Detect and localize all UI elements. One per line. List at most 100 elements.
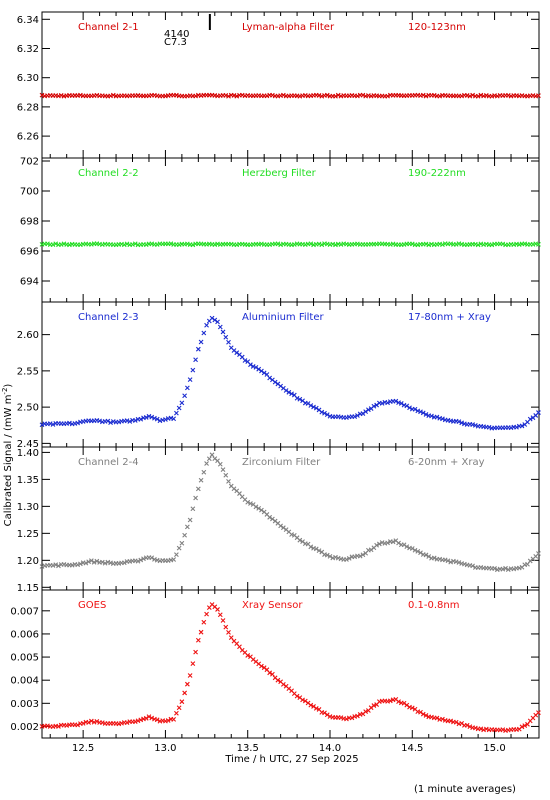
data-point — [45, 241, 50, 247]
data-point — [322, 710, 327, 716]
data-point — [349, 715, 355, 721]
data-point — [453, 719, 459, 725]
data-point — [431, 555, 437, 561]
data-point — [250, 364, 256, 369]
y-tick-label: 1.25 — [17, 529, 39, 540]
y-tick-label: 702 — [20, 157, 39, 168]
data-point — [215, 319, 220, 325]
data-point — [371, 403, 377, 409]
data-point — [67, 420, 72, 426]
data-point — [220, 618, 226, 623]
data-point — [217, 461, 223, 467]
data-point — [280, 525, 286, 531]
data-point — [149, 715, 155, 721]
y-tick-label: 2.60 — [17, 330, 39, 341]
data-point — [327, 553, 333, 559]
panel-band: 6-20nm + Xray — [408, 457, 485, 468]
data-point — [217, 612, 223, 618]
data-point — [387, 698, 393, 704]
data-point — [195, 486, 201, 492]
data-point — [234, 93, 240, 99]
data-point — [176, 545, 182, 551]
y-tick-label: 2.50 — [17, 403, 39, 414]
data-point — [187, 377, 193, 382]
data-point — [226, 93, 231, 99]
data-point — [536, 93, 541, 99]
data-point — [234, 350, 240, 356]
data-point — [503, 565, 508, 571]
data-point — [83, 560, 89, 566]
data-point — [505, 567, 511, 572]
data-point — [105, 418, 111, 424]
data-point — [217, 324, 223, 330]
data-point — [154, 416, 160, 422]
data-point — [204, 322, 209, 328]
data-point — [420, 92, 426, 98]
data-point — [423, 552, 429, 558]
panel-filter-name: Herzberg Filter — [242, 168, 317, 179]
data-point — [179, 540, 185, 546]
data-point — [267, 514, 273, 520]
data-point — [187, 517, 193, 523]
data-point — [193, 495, 198, 501]
data-point — [256, 506, 262, 511]
panel-channel-name: Channel 2-4 — [78, 457, 139, 468]
data-point — [176, 405, 182, 411]
data-point — [171, 416, 177, 422]
data-point — [50, 242, 56, 248]
data-point — [53, 241, 59, 247]
data-point — [198, 477, 204, 483]
data-point — [335, 92, 341, 98]
data-point — [176, 705, 182, 711]
data-point — [149, 555, 155, 561]
data-point — [426, 554, 432, 559]
data-point — [475, 242, 481, 248]
data-point — [360, 411, 366, 416]
data-point — [475, 93, 481, 99]
x-axis-label: Time / h UTC, 27 Sep 2025 — [224, 754, 358, 765]
data-point — [483, 726, 489, 732]
data-point — [223, 472, 229, 478]
data-point — [308, 241, 314, 247]
y-tick-label: 6.26 — [17, 132, 39, 143]
data-point — [198, 339, 204, 345]
data-point — [267, 375, 273, 381]
panel-channel-name: Channel 2-1 — [78, 22, 139, 33]
data-point — [289, 532, 294, 537]
data-point — [141, 556, 146, 562]
y-tick-label: 1.15 — [17, 583, 39, 594]
panel-band: 190-222nm — [408, 168, 466, 179]
data-point — [308, 544, 314, 550]
data-point — [313, 405, 319, 411]
data-point — [94, 558, 100, 564]
data-point — [135, 558, 141, 564]
data-point — [319, 409, 325, 415]
data-point — [56, 724, 61, 729]
data-point — [193, 357, 198, 363]
data-point — [519, 423, 525, 429]
x-tick-label: 15.0 — [483, 743, 505, 754]
data-point — [215, 458, 220, 464]
data-point — [132, 418, 138, 423]
x-tick-label: 13.5 — [237, 743, 259, 754]
data-point — [300, 697, 305, 703]
data-point — [182, 532, 188, 538]
data-point — [152, 415, 157, 421]
data-point — [39, 422, 45, 428]
data-point — [467, 724, 473, 729]
data-point — [47, 421, 53, 427]
data-point — [204, 611, 209, 617]
data-point — [86, 559, 92, 565]
data-point — [448, 718, 454, 724]
data-point — [324, 552, 330, 558]
data-point — [220, 467, 226, 473]
data-point — [138, 557, 144, 563]
data-point — [190, 506, 196, 512]
data-point — [174, 552, 179, 558]
data-point — [171, 557, 177, 562]
data-point — [259, 368, 264, 374]
data-point — [467, 93, 473, 99]
data-point — [182, 393, 188, 399]
y-axis-label-close: ) — [3, 384, 14, 388]
panel-frame — [41, 157, 540, 303]
